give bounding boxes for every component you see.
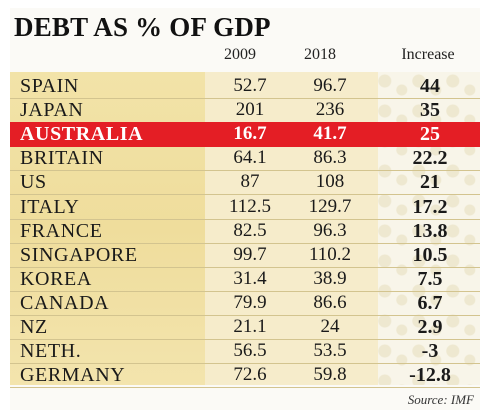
value-2018: 86.6	[313, 291, 347, 313]
value-increase: 13.8	[412, 219, 448, 242]
value-2018: 59.8	[313, 364, 347, 386]
country-label: GERMANY	[20, 364, 126, 387]
value-increase: 2.9	[417, 316, 443, 338]
chart-title: DEBT AS % OF GDP	[14, 12, 271, 42]
country-label: KOREA	[20, 267, 92, 290]
value-increase: 44	[420, 75, 440, 97]
value-2009: 56.5	[233, 340, 267, 362]
value-2018: 129.7	[308, 195, 352, 217]
country-label: NZ	[20, 316, 48, 338]
column-header-2018: 2018	[304, 46, 336, 63]
country-label: ITALY	[20, 195, 80, 218]
value-2009: 64.1	[233, 147, 267, 169]
value-2018: 41.7	[313, 123, 347, 145]
country-label: NETH.	[20, 340, 82, 363]
column-header-2009: 2009	[224, 46, 256, 63]
column-header-increase: Increase	[401, 46, 455, 63]
value-2009: 87	[240, 171, 260, 193]
value-increase: 10.5	[412, 243, 448, 266]
value-increase: -3	[421, 340, 439, 363]
country-label: SINGAPORE	[20, 243, 138, 266]
value-2018: 38.9	[313, 267, 347, 289]
value-increase: 6.7	[417, 291, 443, 314]
country-label: US	[20, 171, 47, 194]
table-row: CANADA 79.9 86.6 6.7	[10, 291, 480, 316]
table-row: NETH. 56.5 53.5 -3	[10, 339, 480, 365]
value-increase: 17.2	[412, 195, 448, 218]
value-increase: -12.8	[409, 364, 451, 387]
value-2009: 52.7	[233, 75, 267, 96]
value-2009: 99.7	[233, 243, 267, 265]
source-note: Source: IMF	[407, 392, 474, 407]
value-increase: 21	[420, 171, 440, 194]
country-label: CANADA	[20, 291, 110, 314]
table-row: GERMANY 72.6 59.8 -12.8	[10, 363, 480, 389]
value-2018: 96.3	[313, 219, 347, 241]
table-row: ITALY 112.5 129.7 17.2	[10, 195, 480, 220]
value-2018: 86.3	[313, 147, 347, 169]
table-row: JAPAN 201 236 35	[10, 98, 480, 124]
value-2018: 108	[315, 171, 345, 193]
country-label: SPAIN	[20, 75, 79, 97]
table-row: SINGAPORE 99.7 110.2 10.5	[10, 243, 480, 268]
table-row: NZ 21.1 24 2.9	[10, 315, 480, 340]
value-2009: 21.1	[233, 316, 267, 337]
table-row: FRANCE 82.5 96.3 13.8	[10, 219, 480, 244]
value-2009: 82.5	[233, 219, 267, 241]
table-row: SPAIN 52.7 96.7 44	[10, 74, 480, 99]
value-2018: 236	[315, 99, 345, 121]
value-2009: 112.5	[228, 195, 272, 217]
value-increase: 25	[420, 123, 440, 146]
country-label: AUSTRALIA	[20, 123, 144, 146]
value-2009: 31.4	[233, 267, 267, 289]
country-label: JAPAN	[20, 99, 84, 122]
table-row: BRITAIN 64.1 86.3 22.2	[10, 146, 480, 172]
value-2009: 79.9	[233, 291, 267, 313]
country-label: BRITAIN	[20, 147, 104, 170]
country-label: FRANCE	[20, 219, 103, 242]
table-row: KOREA 31.4 38.9 7.5	[10, 267, 480, 292]
value-increase: 7.5	[417, 267, 443, 290]
value-2009: 16.7	[233, 123, 267, 145]
value-2018: 53.5	[313, 340, 347, 362]
value-increase: 35	[420, 99, 440, 122]
value-increase: 22.2	[412, 147, 448, 170]
value-2018: 110.2	[308, 243, 352, 265]
value-2018: 24	[320, 316, 340, 337]
value-2018: 96.7	[313, 75, 347, 96]
table-row: AUSTRALIA 16.7 41.7 25	[10, 122, 480, 148]
value-2009: 201	[235, 99, 265, 121]
value-2009: 72.6	[233, 364, 267, 386]
table-row: US 87 108 21	[10, 170, 480, 196]
